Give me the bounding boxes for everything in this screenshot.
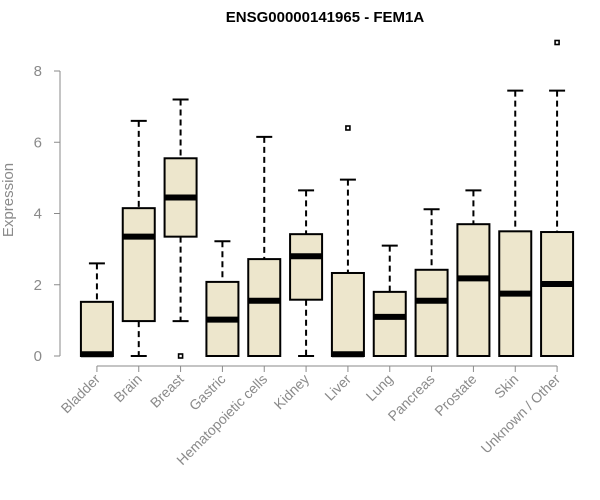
box-group-11 xyxy=(540,39,575,357)
x-tick-label-6: Liver xyxy=(321,371,354,404)
box-group-5 xyxy=(289,189,324,357)
box-4 xyxy=(247,258,282,358)
box-group-1 xyxy=(121,119,156,357)
boxes-group xyxy=(79,39,575,359)
box-5 xyxy=(289,233,324,301)
x-tick-label-1: Brain xyxy=(110,371,144,405)
y-axis: 0 2 4 6 8 xyxy=(34,63,61,365)
x-tick-label-10: Skin xyxy=(491,371,522,402)
outlier-6-0 xyxy=(345,125,351,131)
y-axis-label: Expression xyxy=(0,163,17,237)
y-tick-label-0: 0 xyxy=(34,348,42,365)
box-group-7 xyxy=(372,244,407,357)
y-tick-label-4: 8 xyxy=(34,63,42,80)
x-tick-label-8: Pancreas xyxy=(385,371,438,424)
x-axis xyxy=(96,365,558,372)
outlier-11-0 xyxy=(554,39,560,46)
box-group-2 xyxy=(163,98,198,359)
box-group-9 xyxy=(456,189,491,357)
x-tick-label-11: Unknown / Other xyxy=(478,371,564,457)
box-group-8 xyxy=(414,208,449,358)
x-tick-label-7: Lung xyxy=(363,371,396,404)
x-tick-label-0: Bladder xyxy=(58,371,104,417)
box-group-10 xyxy=(498,89,533,357)
box-8 xyxy=(414,268,449,358)
box-group-0 xyxy=(79,262,114,358)
y-tick-label-1: 2 xyxy=(34,277,42,294)
outlier-2-0 xyxy=(177,353,184,359)
box-1 xyxy=(121,207,156,323)
y-tick-label-3: 6 xyxy=(34,134,42,151)
box-0 xyxy=(79,300,114,358)
box-group-4 xyxy=(247,135,282,358)
box-7 xyxy=(372,290,407,357)
x-tick-label-5: Kidney xyxy=(271,371,313,413)
box-9 xyxy=(456,223,491,357)
y-tick-label-2: 4 xyxy=(34,206,42,223)
x-tick-label-9: Prostate xyxy=(431,371,479,419)
box-group-3 xyxy=(205,240,240,357)
x-tick-label-2: Breast xyxy=(147,371,187,411)
box-6 xyxy=(330,271,365,357)
box-11 xyxy=(540,231,575,357)
chart-title: ENSG00000141965 - FEM1A xyxy=(226,9,425,26)
box-group-6 xyxy=(330,125,365,358)
